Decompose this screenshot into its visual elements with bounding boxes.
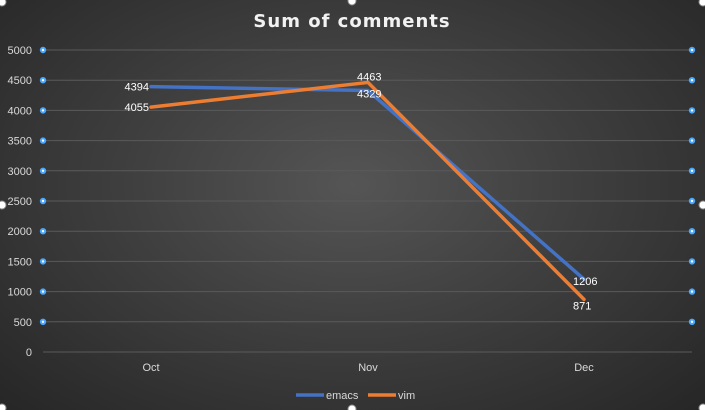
resize-handle[interactable] <box>698 403 705 410</box>
selection-dot <box>39 288 47 295</box>
y-tick-label: 5000 <box>8 45 32 57</box>
resize-handle[interactable] <box>698 0 705 7</box>
selection-dot <box>688 107 696 114</box>
resize-handle[interactable] <box>0 0 7 7</box>
y-axis: 0 500 1000 1500 2000 2500 3000 3500 4000 4500 5000 <box>8 45 32 359</box>
legend-label-emacs: emacs <box>326 390 359 402</box>
y-tick-label: 4000 <box>8 105 32 117</box>
resize-handle[interactable] <box>0 200 7 210</box>
selection-dot <box>39 318 47 325</box>
resize-handle[interactable] <box>347 0 357 6</box>
selection-dot <box>39 258 47 265</box>
data-label: 871 <box>573 300 591 312</box>
selection-dot <box>39 167 47 175</box>
grid <box>43 49 692 353</box>
selection-dot <box>688 167 696 175</box>
data-labels: 4394 4329 1206 4055 4463 871 <box>125 71 598 312</box>
selection-dot <box>688 288 696 295</box>
selection-dot <box>688 258 696 265</box>
x-tick-label: Nov <box>358 362 378 374</box>
x-axis: Oct Nov Dec <box>142 362 594 374</box>
selection-dot <box>39 77 47 84</box>
selection-dot <box>39 137 47 144</box>
selection-dot <box>688 77 696 84</box>
selection-dot <box>39 228 47 235</box>
selection-dot <box>688 46 696 54</box>
series-line-vim <box>149 80 586 302</box>
series-lines <box>149 80 586 302</box>
plot-area-selection-dots <box>39 46 696 325</box>
legend-label-vim: vim <box>398 390 415 402</box>
data-label: 4329 <box>357 89 381 101</box>
data-label: 1206 <box>573 276 597 288</box>
selection-dot <box>39 107 47 114</box>
y-tick-label: 0 <box>26 347 32 359</box>
y-tick-label: 4500 <box>8 75 32 87</box>
x-tick-label: Oct <box>142 362 159 374</box>
resize-handle[interactable] <box>347 404 357 410</box>
resize-handle[interactable] <box>0 403 7 410</box>
legend: emacs vim <box>296 390 415 402</box>
y-tick-label: 500 <box>14 317 32 329</box>
data-label: 4394 <box>125 82 149 94</box>
data-label: 4055 <box>125 102 149 114</box>
y-tick-label: 2000 <box>8 226 32 238</box>
resize-handle[interactable] <box>698 200 705 210</box>
data-label: 4463 <box>357 71 381 83</box>
chart-title: Sum of comments <box>253 11 450 32</box>
y-tick-label: 1500 <box>8 256 32 268</box>
selection-dot <box>688 228 696 235</box>
y-tick-label: 3500 <box>8 136 32 148</box>
selection-dot <box>39 197 47 205</box>
selection-dot <box>688 318 696 325</box>
selection-dot <box>39 46 47 54</box>
series-line-emacs <box>149 84 586 281</box>
y-tick-label: 3000 <box>8 166 32 178</box>
selection-dot <box>688 137 696 144</box>
y-tick-label: 1000 <box>8 287 32 299</box>
x-tick-label: Dec <box>574 362 594 374</box>
selection-dot <box>688 197 696 205</box>
y-tick-label: 2500 <box>8 196 32 208</box>
